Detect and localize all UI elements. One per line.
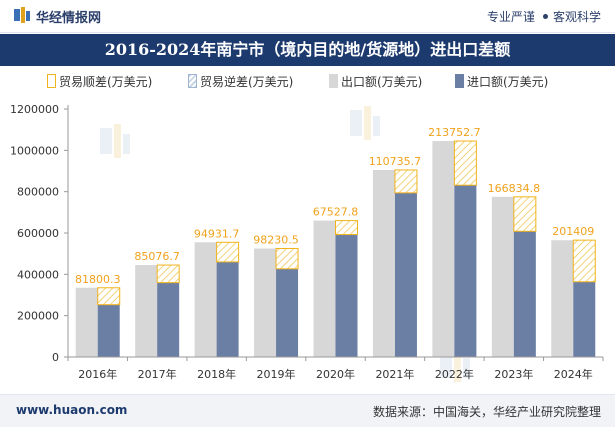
x-tick-label: 2020年 xyxy=(316,367,355,381)
x-tick-label: 2023年 xyxy=(494,367,533,381)
legend-swatch-import xyxy=(455,74,464,88)
surplus-data-label: 110735.7 xyxy=(369,155,422,168)
export-bar xyxy=(75,287,98,357)
y-tick-label: 1000000 xyxy=(10,144,59,157)
export-bar xyxy=(372,169,395,357)
y-tick-label: 1200000 xyxy=(10,103,59,116)
chart-legend: 贸易顺差(万美元) 贸易逆差(万美元) 出口额(万美元) 进口额(万美元) xyxy=(47,72,607,92)
y-tick-label: 400000 xyxy=(17,268,59,281)
legend-item-surplus: 贸易顺差(万美元) xyxy=(47,74,152,90)
surplus-data-label: 166834.8 xyxy=(488,182,541,195)
legend-label-export: 出口额(万美元) xyxy=(341,75,423,89)
bullet-icon xyxy=(542,14,548,19)
watermark-logo-icon xyxy=(123,134,130,154)
data-source: 数据来源：中国海关，华经产业研究院整理 xyxy=(372,405,601,419)
y-tick-label: 0 xyxy=(52,351,59,364)
legend-item-import: 进口额(万美元) xyxy=(455,74,548,90)
import-bar xyxy=(97,304,120,357)
legend-swatch-surplus xyxy=(47,74,56,88)
export-bar xyxy=(313,220,336,357)
tag-objective: 客观科学 xyxy=(552,10,601,24)
chart-title: 2016-2024年南宁市（境内目的地/货源地）进出口差额 xyxy=(104,40,511,59)
legend-label-surplus: 贸易顺差(万美元) xyxy=(59,75,153,89)
export-bar xyxy=(254,248,277,357)
surplus-data-label: 98230.5 xyxy=(253,233,299,246)
import-bar xyxy=(573,281,596,357)
export-bar xyxy=(432,141,455,357)
footer: www.huaon.com 数据来源：中国海关，华经产业研究院整理 xyxy=(0,394,615,427)
surplus-bar xyxy=(275,247,299,270)
export-bar xyxy=(194,242,217,357)
surplus-bar xyxy=(394,169,418,194)
x-tick-label: 2018年 xyxy=(197,367,236,381)
title-bar: 2016-2024年南宁市（境内目的地/货源地）进出口差额 xyxy=(0,34,615,66)
watermark-logo-icon xyxy=(350,110,362,136)
top-tags: 专业严谨 客观科学 xyxy=(487,8,601,25)
watermark-logo-icon xyxy=(114,124,121,158)
surplus-bar xyxy=(572,239,596,283)
legend-label-deficit: 贸易逆差(万美元) xyxy=(200,75,294,89)
surplus-bar xyxy=(156,264,180,284)
export-bar xyxy=(491,196,514,357)
brand-name: 华经情报网 xyxy=(36,11,102,26)
bar-layer: 81800.3 85076.7 94931.7 98230.5 67527.8 11073… xyxy=(75,126,596,357)
x-tick-label: 2022年 xyxy=(435,367,474,381)
x-axis: 2016年 2017年 2018年 2019年 2020年 2021年 2022年 2023年… xyxy=(67,356,604,381)
watermark-logo-icon xyxy=(100,128,112,154)
import-bar xyxy=(513,231,536,357)
y-tick-label: 600000 xyxy=(17,227,59,240)
surplus-data-label: 67527.8 xyxy=(313,206,359,219)
y-tick-label: 800000 xyxy=(17,186,59,199)
x-tick-label: 2024年 xyxy=(554,367,593,381)
surplus-bar xyxy=(453,140,477,186)
import-bar xyxy=(335,234,358,357)
site-url: www.huaon.com xyxy=(16,403,128,417)
huajing-logo-icon xyxy=(14,7,30,23)
legend-item-deficit: 贸易逆差(万美元) xyxy=(188,74,293,90)
import-bar xyxy=(216,261,239,357)
legend-swatch-deficit xyxy=(188,74,197,88)
legend-swatch-export xyxy=(329,74,338,88)
export-bar xyxy=(551,240,574,357)
legend-item-export: 出口额(万美元) xyxy=(329,74,422,90)
import-bar xyxy=(454,185,477,357)
tag-professional: 专业严谨 xyxy=(486,10,535,24)
surplus-data-label: 85076.7 xyxy=(134,250,180,263)
import-bar xyxy=(276,268,299,357)
surplus-data-label: 81800.3 xyxy=(75,273,121,286)
legend-label-import: 进口额(万美元) xyxy=(467,75,549,89)
watermark-logo-icon xyxy=(440,352,452,378)
top-bar: 华经情报网 专业严谨 客观科学 xyxy=(0,0,615,33)
x-tick-label: 2016年 xyxy=(78,367,117,381)
surplus-data-label: 201409 xyxy=(552,225,594,238)
x-tick-label: 2021年 xyxy=(375,367,414,381)
surplus-bar xyxy=(97,287,121,306)
watermark-logo-icon xyxy=(463,358,470,378)
watermark-logo-icon xyxy=(373,116,380,136)
y-tick-label: 200000 xyxy=(17,310,59,323)
import-bar xyxy=(394,192,417,357)
x-tick-label: 2017年 xyxy=(138,367,177,381)
import-bar xyxy=(157,282,180,357)
surplus-data-label: 94931.7 xyxy=(194,227,240,240)
export-bar xyxy=(135,265,158,357)
y-axis: 0 200000 400000 600000 800000 1000000 1200000 xyxy=(10,103,69,364)
x-tick-label: 2019年 xyxy=(257,367,296,381)
watermark-logo-icon xyxy=(454,348,461,382)
surplus-bar xyxy=(335,220,358,236)
watermark-layer xyxy=(100,106,470,382)
surplus-data-label: 213752.7 xyxy=(428,126,481,139)
trade-balance-chart: 020000040000060000080000010000001200000 … xyxy=(10,103,604,382)
surplus-bar xyxy=(513,196,537,232)
watermark-logo-icon xyxy=(364,106,371,140)
surplus-bar xyxy=(216,241,240,263)
